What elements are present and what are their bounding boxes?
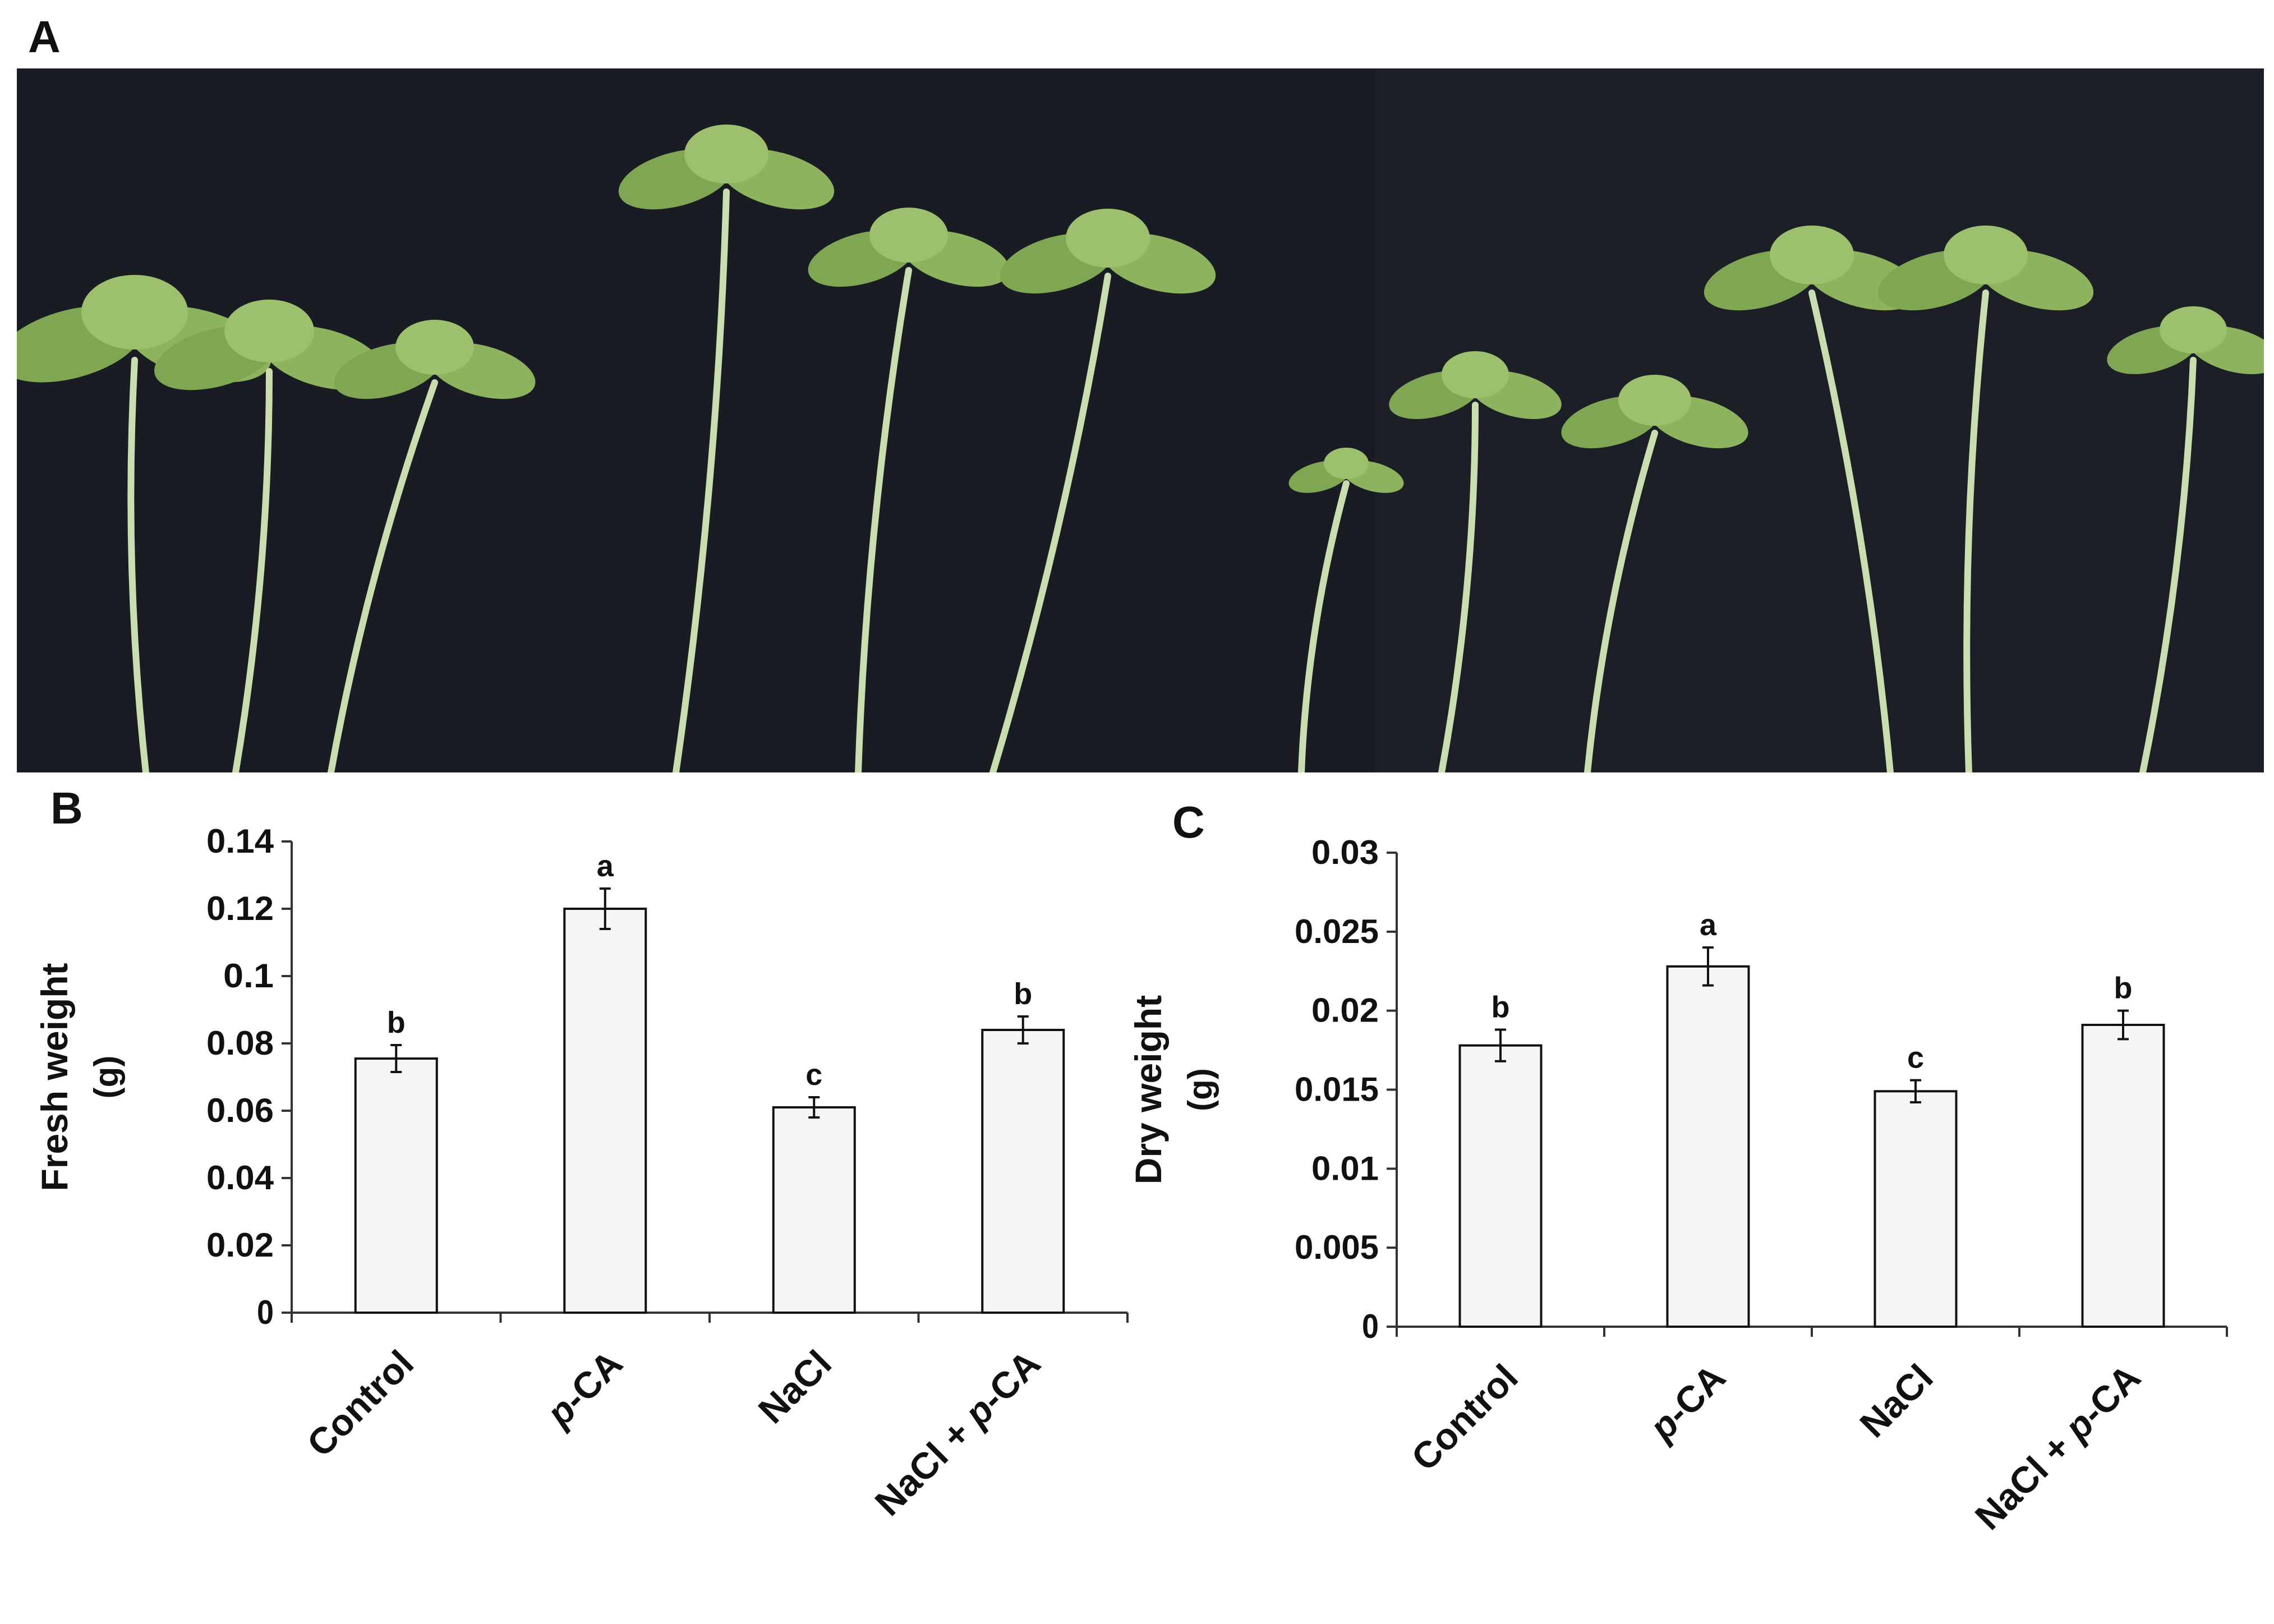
seedling: [328, 320, 536, 772]
y-tick-label: 0.02: [206, 1226, 274, 1264]
seedling-leaf: [395, 320, 474, 375]
y-tick-label: 0.06: [206, 1092, 274, 1129]
seedling-stem: [232, 368, 273, 772]
x-tick-label-part: NaCl: [1852, 1356, 1941, 1446]
bar: [1873, 1090, 1958, 1328]
significance-letter: b: [2114, 972, 2133, 1005]
y-tick-label: 0.12: [206, 890, 274, 927]
seedling: [618, 125, 835, 772]
y-tick-label: 0.04: [206, 1159, 274, 1197]
x-tick-label-part: NaCl +: [867, 1405, 986, 1524]
x-tick-label: NaCl + p-CA: [867, 1342, 1048, 1524]
seedling: [2107, 306, 2264, 772]
seedling-stem: [2139, 357, 2197, 772]
seedling-stem: [328, 379, 438, 772]
seedling: [1288, 448, 1404, 772]
seedling-photo: [17, 68, 2264, 772]
photo-background-right: [1374, 68, 2264, 772]
seedling-leaf: [1944, 226, 2028, 284]
significance-letter: a: [597, 849, 614, 883]
seedling-stem: [1963, 289, 1989, 772]
seedling-stem: [1808, 289, 1894, 772]
seedling-stem: [1298, 480, 1350, 772]
y-axis-label: Fresh weight: [34, 963, 75, 1191]
significance-letter: c: [1907, 1041, 1924, 1075]
panel-c-label: C: [1172, 797, 1205, 847]
seedling-stem: [1584, 430, 1658, 772]
significance-letter: a: [1700, 908, 1717, 942]
seedling-stem: [989, 273, 1111, 772]
fresh-weight-chart: Fresh weight (g) 0 0.02 0.04 0.06 0.08 0.1 0.12 0…: [34, 822, 1129, 1524]
y-tick-label: 0.025: [1295, 913, 1379, 950]
x-tick-label-part: NaCl +: [1967, 1419, 2086, 1538]
seedling-leaf: [1324, 448, 1369, 479]
x-tick-label: NaCl: [750, 1342, 839, 1432]
significance-letter: b: [1014, 977, 1032, 1011]
x-tick-label-part: Control: [1403, 1356, 1526, 1479]
seedling-stem: [127, 357, 149, 772]
significance-letter: b: [1492, 990, 1510, 1024]
seedling-leaf: [2160, 306, 2227, 353]
panel-b-label: B: [50, 783, 83, 833]
x-tick-label: p-CA: [1641, 1356, 1733, 1449]
seedling-leaf: [1066, 209, 1150, 268]
x-tick-label-part: NaCl: [750, 1342, 839, 1432]
seedling: [1877, 226, 2094, 772]
bar: [354, 1057, 438, 1314]
seedling-stem: [855, 267, 912, 772]
seedling-leaf: [81, 275, 188, 349]
y-tick-label: 0.015: [1295, 1071, 1379, 1108]
significance-letter: c: [805, 1058, 822, 1092]
bar: [563, 908, 647, 1314]
seedling: [1561, 375, 1748, 772]
y-tick-label: 0: [257, 1294, 274, 1331]
panel-a-label: A: [28, 12, 61, 62]
y-tick-label: 0.14: [206, 822, 274, 860]
x-tick-label: Control: [299, 1342, 421, 1465]
seedling-stem: [673, 188, 730, 772]
y-tick-label: 0.08: [206, 1024, 274, 1062]
bar: [981, 1029, 1065, 1314]
y-tick-label: 0.02: [1311, 992, 1379, 1029]
bar: [772, 1106, 856, 1314]
seedling-stem: [1438, 402, 1479, 772]
seedling: [989, 209, 1216, 772]
x-tick-label: NaCl + p-CA: [1967, 1356, 2148, 1538]
x-tick-label: p-CA: [537, 1342, 630, 1435]
seedling-leaf: [1770, 226, 1854, 284]
y-tick-label: 0.01: [1311, 1149, 1379, 1187]
significance-letter: b: [387, 1006, 406, 1039]
seedling-leaf: [869, 208, 948, 263]
dry-weight-chart: Dry weight (g) 0 0.005 0.01 0.015 0.02 0.025 0.0…: [1127, 834, 2228, 1538]
seedling-leaf: [684, 125, 768, 183]
seedling: [808, 208, 1010, 772]
bar: [1458, 1044, 1543, 1328]
seedling-leaf: [1442, 351, 1509, 398]
y-tick-label: 0.1: [223, 957, 274, 995]
seedling-leaf: [224, 300, 314, 362]
x-tick-label: Control: [1403, 1356, 1526, 1479]
x-tick-label: NaCl: [1852, 1356, 1941, 1446]
bar: [2081, 1024, 2165, 1328]
x-tick-label-part: Control: [299, 1342, 421, 1465]
y-tick-label: 0.005: [1295, 1229, 1379, 1266]
y-axis-unit-label: (g): [88, 1056, 125, 1099]
y-tick-label: 0: [1362, 1308, 1379, 1345]
bar: [1666, 965, 1750, 1328]
seedling: [1389, 351, 1562, 772]
y-tick-label: 0.03: [1311, 834, 1379, 871]
seedling-leaf: [1618, 375, 1691, 426]
y-axis-label: Dry weight: [1127, 995, 1169, 1184]
y-axis-unit-label: (g): [1181, 1068, 1219, 1111]
